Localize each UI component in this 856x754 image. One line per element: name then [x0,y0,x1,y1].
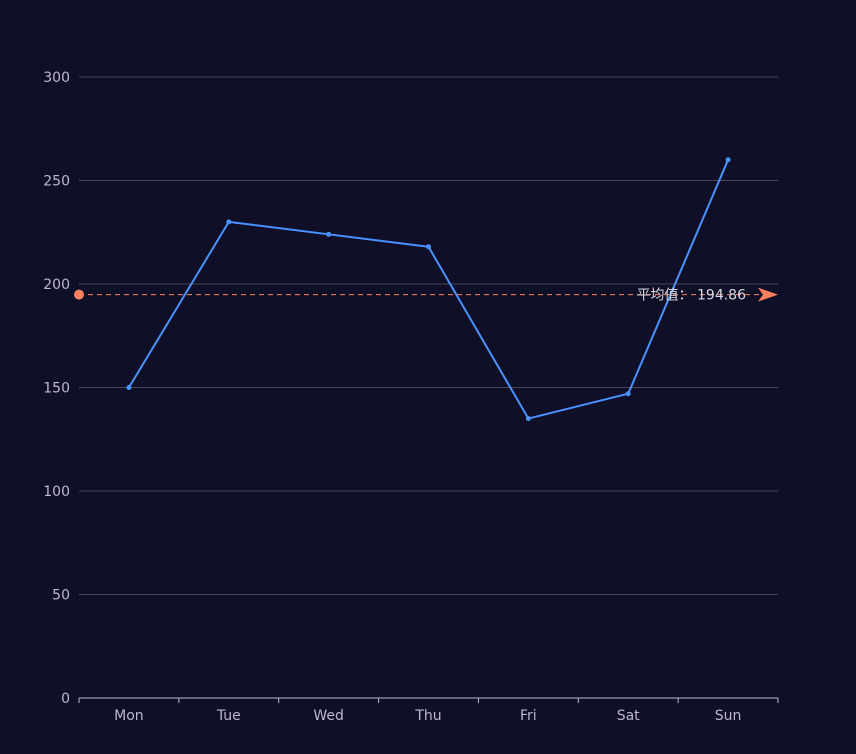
x-tick-label: Fri [520,708,537,724]
y-tick-label: 300 [43,70,70,86]
average-label: 平均值： 194.86 [637,288,747,304]
average-mark-line: 平均值： 194.86 [74,287,778,304]
y-tick-label: 50 [52,588,70,604]
data-point [525,416,531,422]
series-line [126,157,731,422]
data-point [725,157,731,163]
y-tick-label: 200 [43,277,70,293]
grid-lines [79,76,778,595]
data-point [126,385,132,390]
y-tick-label: 100 [43,484,70,500]
y-axis: 0 50 100 150 200 250 300 [43,70,70,707]
y-tick-label: 150 [43,381,70,397]
data-point [226,219,232,225]
data-point [426,244,431,250]
arrow-icon [758,287,778,302]
data-point [625,391,631,397]
x-tick-label: Mon [114,708,144,724]
x-tick-label: Wed [313,708,344,724]
y-tick-label: 0 [61,691,70,707]
x-tick-label: Sat [617,708,640,724]
y-tick-label: 250 [43,174,70,190]
mark-line-start-dot [74,289,84,300]
x-axis: Mon Tue Wed Thu Fri Sat Sun [78,697,779,724]
x-tick-label: Thu [414,708,441,724]
x-tick-label: Tue [216,708,241,724]
data-point [326,231,332,237]
x-tick-label: Sun [715,708,742,724]
